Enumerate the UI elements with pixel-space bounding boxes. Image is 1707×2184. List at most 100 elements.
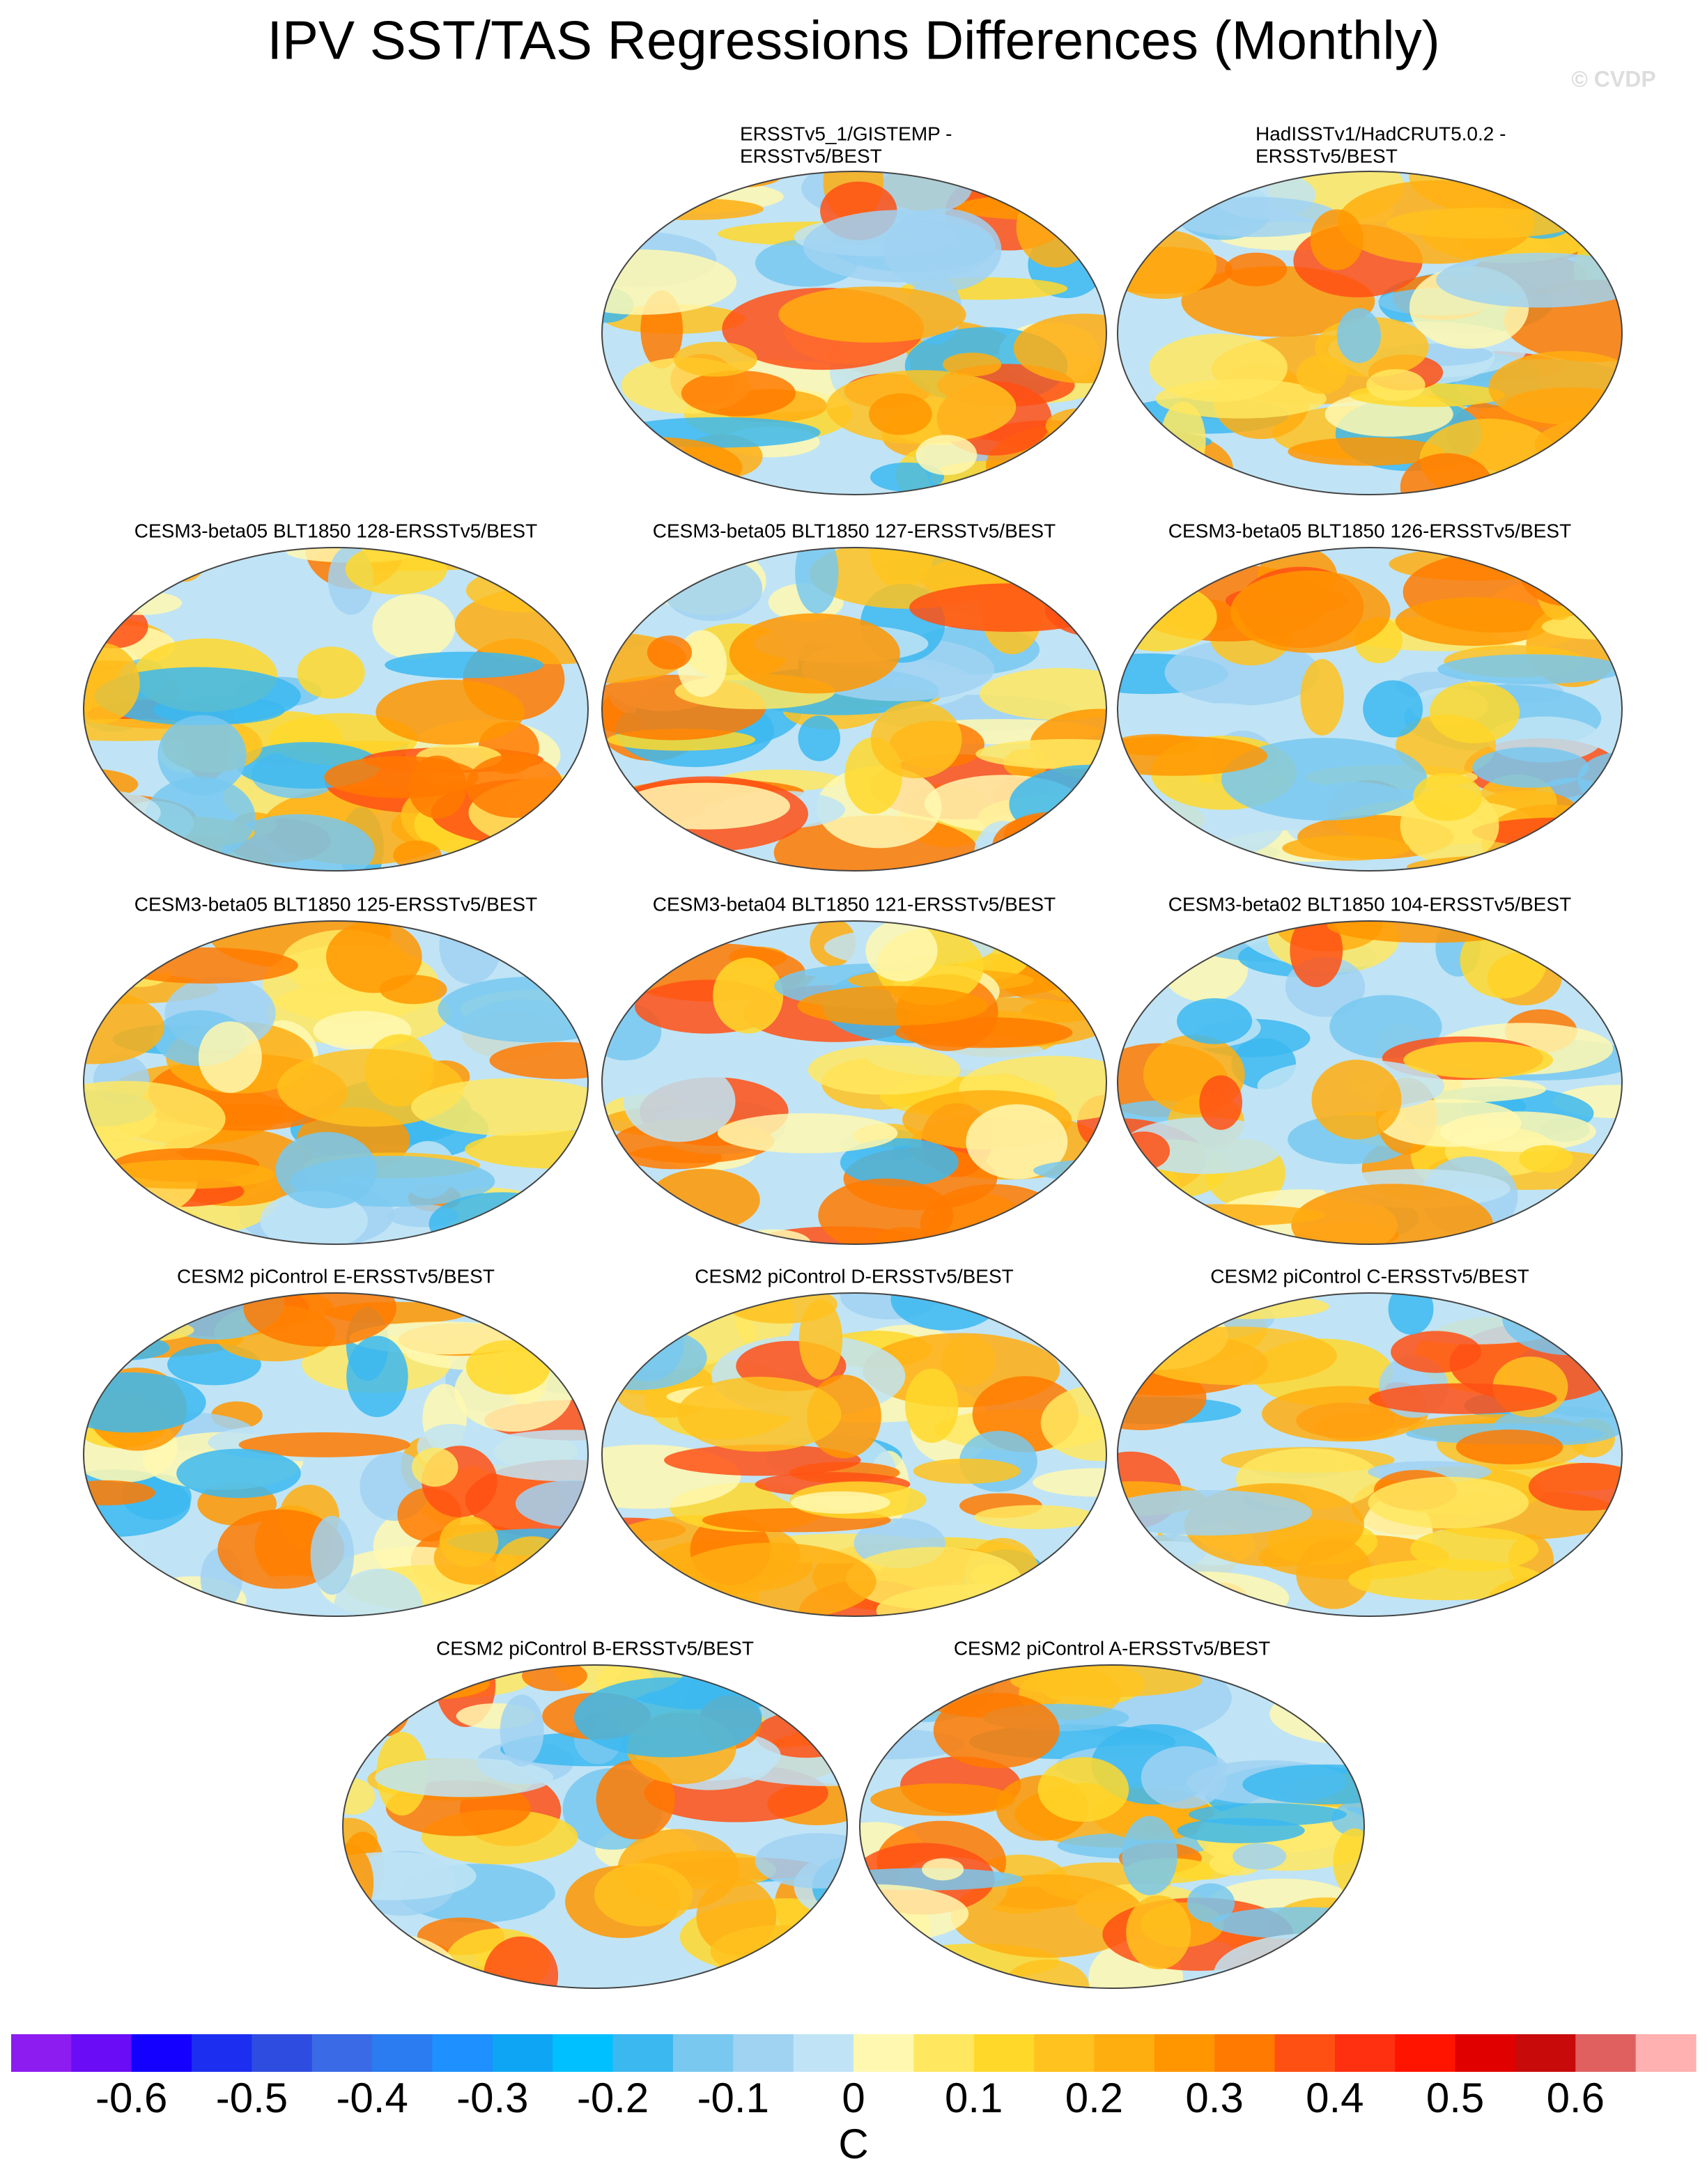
anomaly-blob [1213,1933,1364,1988]
anomaly-blob [647,1168,760,1232]
colorbar-box [1515,2034,1576,2072]
anomaly-blob [1395,597,1552,646]
anomaly-blob [905,1368,959,1443]
anomaly-blob [1017,456,1106,495]
anomaly-blob [84,1335,170,1361]
anomaly-blob [909,583,1106,632]
anomaly-blob [84,1546,138,1573]
map-border [342,1664,848,1989]
map-panel: CESM2 piControl D-ERSSTv5/BEST [601,1265,1107,1617]
anomaly-blob [1310,209,1364,270]
anomaly-blob [913,1458,1021,1484]
anomaly-blob [868,393,932,435]
anomaly-blob [464,1130,588,1169]
anomaly-blob [1126,1895,1191,1969]
anomaly-blob [515,1480,588,1527]
colorbar-box [1214,2034,1275,2072]
anomaly-blob [617,198,764,220]
colorbar-box [1154,2034,1215,2072]
anomaly-blob [615,417,821,448]
anomaly-blob [1242,1764,1364,1805]
colorbar-box [432,2034,493,2072]
anomaly-blob [465,568,583,612]
anomaly-blob [798,1299,843,1380]
anomaly-blob [465,1340,550,1395]
anomaly-blob [297,646,365,699]
anomaly-blob [84,990,164,1064]
anomaly-blob [662,557,763,621]
map-border [83,1292,589,1617]
anomaly-blob [974,1505,1097,1529]
panel-title: CESM2 piControl B-ERSSTv5/BEST [436,1637,754,1659]
anomaly-blob [602,203,657,226]
map-field [1118,171,1622,495]
anomaly-blob [238,1432,410,1457]
anomaly-blob [1290,921,1343,987]
anomaly-blob [1336,308,1382,364]
anomaly-blob [735,1229,811,1244]
anomaly-blob [1311,1060,1402,1140]
anomaly-blob [818,1178,953,1244]
map-field [343,1665,847,1988]
panel-title: CESM3-beta04 BLT1850 121-ERSSTv5/BEST [653,893,1056,915]
anomaly-blob [157,715,247,796]
anomaly-blob [1033,1468,1106,1497]
map-field [1118,548,1622,871]
colorbar-box [71,2034,132,2072]
anomaly-blob [1406,855,1591,871]
anomaly-blob [1230,571,1391,653]
anomaly-blob [1134,1326,1337,1386]
anomaly-blob [1543,1576,1602,1616]
anomaly-blob [349,1919,401,1965]
anomaly-blob [439,1516,499,1567]
anomaly-blob [1368,1476,1529,1529]
colorbar-tick-label: 0 [842,2075,865,2121]
anomaly-blob [1472,817,1622,847]
anomaly-blob [602,1293,693,1353]
anomaly-blob [621,782,790,830]
anomaly-blob [975,738,1106,769]
map-field [602,548,1106,871]
anomaly-blob [729,613,900,694]
colorbar-box [854,2034,914,2072]
anomaly-blob [755,1833,847,1889]
anomaly-blob [1118,1131,1171,1170]
map-panel: CESM3-beta02 BLT1850 104-ERSSTv5/BEST [1117,893,1623,1245]
panel-title: CESM2 piControl D-ERSSTv5/BEST [695,1265,1013,1287]
anomaly-blob [798,715,840,761]
anomaly-blob [385,651,543,679]
colorbar-tick-label: 0.2 [1065,2075,1123,2121]
anomaly-blob [870,701,962,779]
map-panel: CESM3-beta05 BLT1850 127-ERSSTv5/BEST [601,520,1107,872]
anomaly-blob [681,370,796,417]
anomaly-blob [376,679,525,745]
panel-title: HadISSTv1/HadCRUT5.0.2 - [1256,123,1506,144]
map-panel: CESM3-beta05 BLT1850 126-ERSSTv5/BEST [1117,520,1623,872]
anomaly-blob [310,1515,355,1595]
anomaly-blob [346,1335,408,1418]
map-field [1118,1293,1622,1616]
anomaly-blob [84,642,140,724]
anomaly-blob [865,921,938,982]
anomaly-blob [1118,1489,1312,1536]
anomaly-blob [1589,171,1622,204]
anomaly-blob [428,1192,576,1244]
panel-title: ERSSTv5/BEST [740,145,882,166]
anomaly-blob [1003,812,1100,859]
panel-title: CESM3-beta02 BLT1850 104-ERSSTv5/BEST [1168,893,1571,915]
anomaly-blob [1535,548,1584,621]
anomaly-blob [1572,171,1622,208]
anomaly-blob [1044,580,1106,638]
anomaly-blob [326,921,422,993]
anomaly-blob [640,184,701,211]
anomaly-blob [1118,1571,1290,1616]
panel-title: CESM3-beta05 BLT1850 126-ERSSTv5/BEST [1168,520,1571,541]
anomaly-blob [1538,1293,1616,1315]
anomaly-blob [1177,998,1253,1044]
anomaly-blob [1532,1293,1622,1324]
anomaly-blob [518,1178,588,1238]
anomaly-blob [343,1933,458,1988]
map-panel: CESM3-beta05 BLT1850 125-ERSSTv5/BEST [83,893,589,1245]
anomaly-blob [1016,187,1094,268]
anomaly-blob [98,1159,276,1189]
